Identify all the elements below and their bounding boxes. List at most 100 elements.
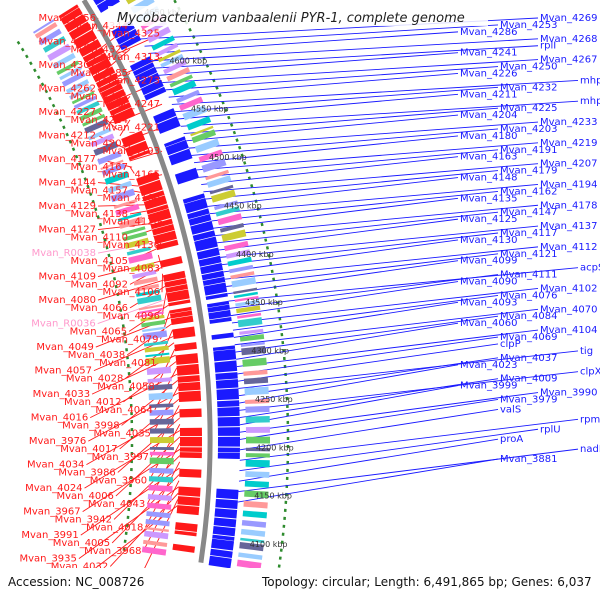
left-gene-label[interactable]: Mvan_3998	[62, 420, 119, 431]
right-gene-label[interactable]: Mvan_4148	[460, 173, 517, 184]
left-gene-label[interactable]: Mvan_3942	[55, 514, 112, 525]
left-gene-label[interactable]: Mvan_4344	[71, 21, 128, 32]
left-gene-label[interactable]: Mvan_4165	[103, 170, 160, 181]
right-gene-label[interactable]: Mvan_4267	[540, 55, 597, 66]
right-gene-label[interactable]: Mvan_4191	[500, 145, 557, 156]
right-gene-label[interactable]: Mvan_4125	[460, 214, 517, 225]
right-gene-label[interactable]: Mvan_4203	[500, 124, 557, 135]
right-gene-label[interactable]: clpP	[500, 339, 521, 350]
right-gene-label[interactable]: Mvan_4250	[500, 62, 557, 73]
right-gene-label[interactable]: clpX	[580, 367, 600, 378]
right-gene-label[interactable]: Mvan_4069	[500, 332, 557, 343]
right-gene-label[interactable]: Mvan_4194	[540, 179, 597, 190]
left-gene-label[interactable]: Mvan_4006	[56, 491, 113, 502]
left-gene-label[interactable]: Mvan_4028	[66, 373, 123, 384]
right-gene-label[interactable]: Mvan_4037	[500, 353, 557, 364]
right-gene-label[interactable]: Mvan_4093	[460, 297, 517, 308]
right-gene-label[interactable]: Mvan_4207	[540, 159, 597, 170]
left-gene-label[interactable]: Mvan_4065	[70, 326, 127, 337]
left-gene-label[interactable]: Mvan_3997	[92, 452, 149, 463]
right-gene-label[interactable]: Mvan_4219	[540, 138, 597, 149]
left-gene-label[interactable]: Mvan_4262	[39, 84, 96, 95]
right-gene-label[interactable]: Mvan_4104	[540, 325, 597, 336]
left-gene-label[interactable]: Mvan_4105	[71, 256, 128, 267]
left-gene-label[interactable]: Mvan_4012	[64, 397, 121, 408]
right-gene-label[interactable]: rplI	[540, 41, 556, 52]
right-gene-label[interactable]: rpmA	[580, 414, 600, 425]
right-gene-label[interactable]: acpS	[580, 263, 600, 274]
right-gene-label[interactable]: Mvan_4204	[460, 110, 517, 121]
left-gene-label[interactable]: Mvan_R0038	[32, 248, 96, 259]
left-gene-label[interactable]: Mvan_4106	[103, 287, 160, 298]
left-gene-label[interactable]: Mvan_4120	[103, 217, 160, 228]
left-gene-label[interactable]: Mvan_4079	[101, 334, 158, 345]
left-gene-label[interactable]: Mvan_4057	[34, 366, 91, 377]
right-gene-label[interactable]: Mvan_4111	[500, 270, 557, 281]
right-gene-label[interactable]: Mvan_4211	[460, 89, 517, 100]
left-gene-label[interactable]: Mvan_4273	[103, 76, 160, 87]
right-gene-label[interactable]: Mvan_4253	[500, 20, 557, 31]
right-gene-label[interactable]: Mvan_3881	[500, 454, 557, 465]
right-gene-label[interactable]: Mvan_4130	[460, 235, 517, 246]
left-gene-label[interactable]: Mvan_4301	[39, 60, 96, 71]
right-gene-label[interactable]: Mvan_4163	[460, 152, 517, 163]
left-gene-label[interactable]: Mvan_3976	[29, 436, 86, 447]
left-gene-label[interactable]: Mvan_3968	[84, 546, 141, 557]
left-gene-label[interactable]: Mvan_4034	[27, 460, 84, 471]
right-gene-label[interactable]: tig	[580, 346, 593, 357]
right-gene-label[interactable]: Mvan_4060	[460, 318, 517, 329]
right-gene-label[interactable]: Mvan_4090	[460, 277, 517, 288]
left-gene-label[interactable]: Mvan_4080	[39, 295, 96, 306]
left-gene-label[interactable]: Mvan_4049	[36, 342, 93, 353]
left-gene-label[interactable]: Mvan_4058	[97, 381, 154, 392]
left-gene-label[interactable]: Mvan_4224	[71, 115, 128, 126]
right-gene-label[interactable]: Mvan_4241	[460, 48, 517, 59]
right-gene-label[interactable]: valS	[500, 404, 521, 415]
right-gene-label[interactable]: Mvan_4147	[500, 207, 557, 218]
left-gene-label[interactable]: Mvan_4160	[103, 193, 160, 204]
right-gene-label[interactable]: Mvan_4232	[500, 82, 557, 93]
left-gene-label[interactable]: Mvan_4177	[39, 154, 96, 165]
left-gene-label[interactable]: Mvan_4005	[53, 538, 110, 549]
left-gene-label[interactable]: Mvan_4356	[39, 13, 96, 24]
right-gene-label[interactable]: Mvan_4084	[500, 311, 557, 322]
right-gene-label[interactable]: mhpA	[580, 75, 600, 86]
left-gene-label[interactable]: Mvan_3960	[90, 475, 147, 486]
left-gene-label[interactable]: Mvan_4064	[95, 405, 152, 416]
left-gene-label[interactable]: Mvan_4221	[103, 123, 160, 134]
left-gene-label[interactable]: Mvan_4247	[103, 99, 160, 110]
right-gene-label[interactable]: Mvan_4102	[540, 283, 597, 294]
right-gene-label[interactable]: Mvan_4268	[540, 34, 597, 45]
left-gene-label[interactable]: Mvan_4038	[68, 350, 125, 361]
right-gene-label[interactable]: Mvan_4023	[460, 360, 517, 371]
left-gene-label[interactable]: Mvan_4138	[71, 209, 128, 220]
right-gene-label[interactable]: Mvan_4225	[500, 103, 557, 114]
left-gene-label[interactable]: Mvan_4096	[103, 311, 160, 322]
left-gene-label[interactable]: Mvan_4202	[71, 138, 128, 149]
left-gene-label[interactable]: Mvan_3935	[19, 554, 76, 565]
right-gene-label[interactable]: Mvan_4233	[540, 117, 597, 128]
right-gene-label[interactable]: Mvan_4162	[500, 186, 557, 197]
right-gene-label[interactable]: Mvan_3990	[540, 388, 597, 399]
left-gene-label[interactable]: Mvan_4018	[86, 522, 143, 533]
left-gene-label[interactable]: Mvan_4127	[39, 225, 96, 236]
right-gene-label[interactable]: Mvan_4070	[540, 304, 597, 315]
left-gene-label[interactable]: Mvan_4144	[39, 178, 96, 189]
left-gene-label[interactable]: Mvan_4109	[39, 272, 96, 283]
left-gene-label[interactable]: Mvan_4285	[71, 68, 128, 79]
left-gene-label[interactable]: Mvan_3991	[21, 530, 78, 541]
left-gene-label[interactable]: Mvan_4212	[39, 131, 96, 142]
right-gene-label[interactable]: Mvan_4009	[500, 374, 557, 385]
left-gene-label[interactable]: Mvan_4227	[39, 107, 96, 118]
left-gene-label[interactable]: Mvan_4043	[88, 499, 145, 510]
left-gene-label[interactable]: Mvan_4129	[39, 201, 96, 212]
left-gene-label[interactable]: Mvan_4081	[99, 358, 156, 369]
left-gene-label[interactable]: Mvan_4157	[71, 185, 128, 196]
left-gene-label[interactable]: Mvan_4033	[33, 389, 90, 400]
right-gene-label[interactable]: mhpB	[580, 96, 600, 107]
left-gene-label[interactable]: Mvan_4016	[31, 413, 88, 424]
right-gene-label[interactable]: Mvan_4076	[500, 290, 557, 301]
right-gene-label[interactable]: Mvan_4135	[460, 193, 517, 204]
left-gene-label[interactable]: Mvan_4325	[103, 29, 160, 40]
left-gene-label[interactable]: Mvan_4136	[103, 240, 160, 251]
